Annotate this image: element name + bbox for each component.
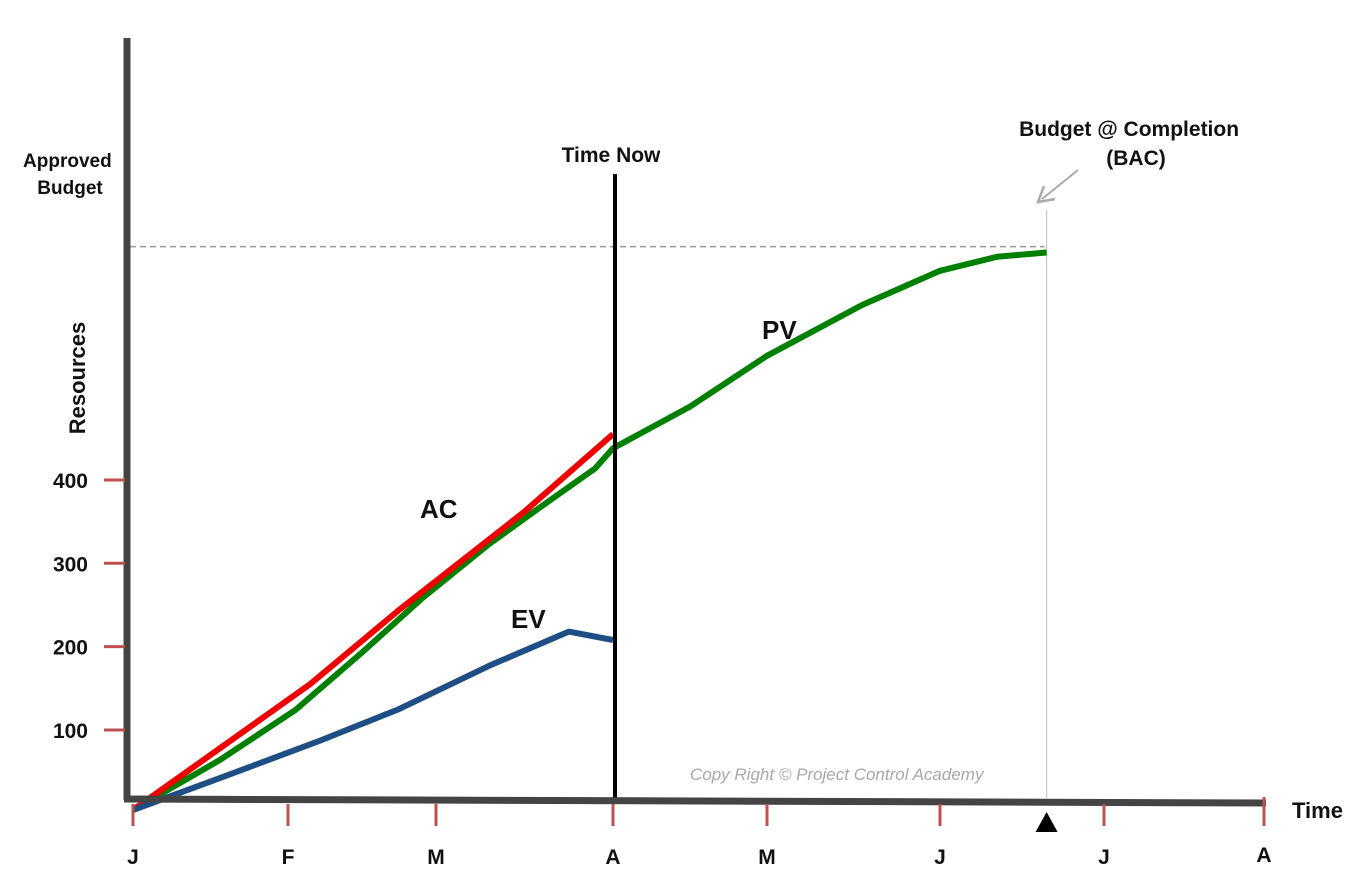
series-label-ac: AC [420,494,458,524]
bac-arrow [1036,169,1079,204]
x-tick-label: A [605,846,620,869]
series-line-ev [131,628,614,813]
x-tick-label: J [1098,846,1110,869]
series-line-pv [131,249,1047,813]
x-tick-label: J [934,846,946,869]
x-tick-label: F [282,846,295,869]
series-label-pv: PV [762,315,797,345]
x-tick-label: M [427,846,445,869]
x-tick-label: A [1256,844,1271,867]
y-tick-label: 200 [53,637,88,660]
y-tick-label: 400 [53,470,88,493]
y-tick-label: 100 [53,720,88,743]
x-axis-title: Time [1292,798,1343,823]
approved-budget-label: Approved Budget [23,151,117,199]
copyright-watermark: Copy Right © Project Control Academy [690,765,985,784]
x-tick-label: M [758,846,776,869]
bac-marker-triangle-icon [1035,812,1058,832]
bac-label: Budget @ Completion (BAC) [1019,118,1245,170]
y-axis-title: Resources [65,322,90,435]
series-label-ev: EV [511,604,546,634]
time-now-label: Time Now [562,144,661,167]
x-axis [123,795,1267,807]
x-tick-label: J [127,846,139,869]
series-line-ac [131,431,615,813]
y-ticks: 100 200 300 400 [53,470,125,743]
series-layer [131,249,1047,813]
y-tick-label: 300 [53,553,88,576]
